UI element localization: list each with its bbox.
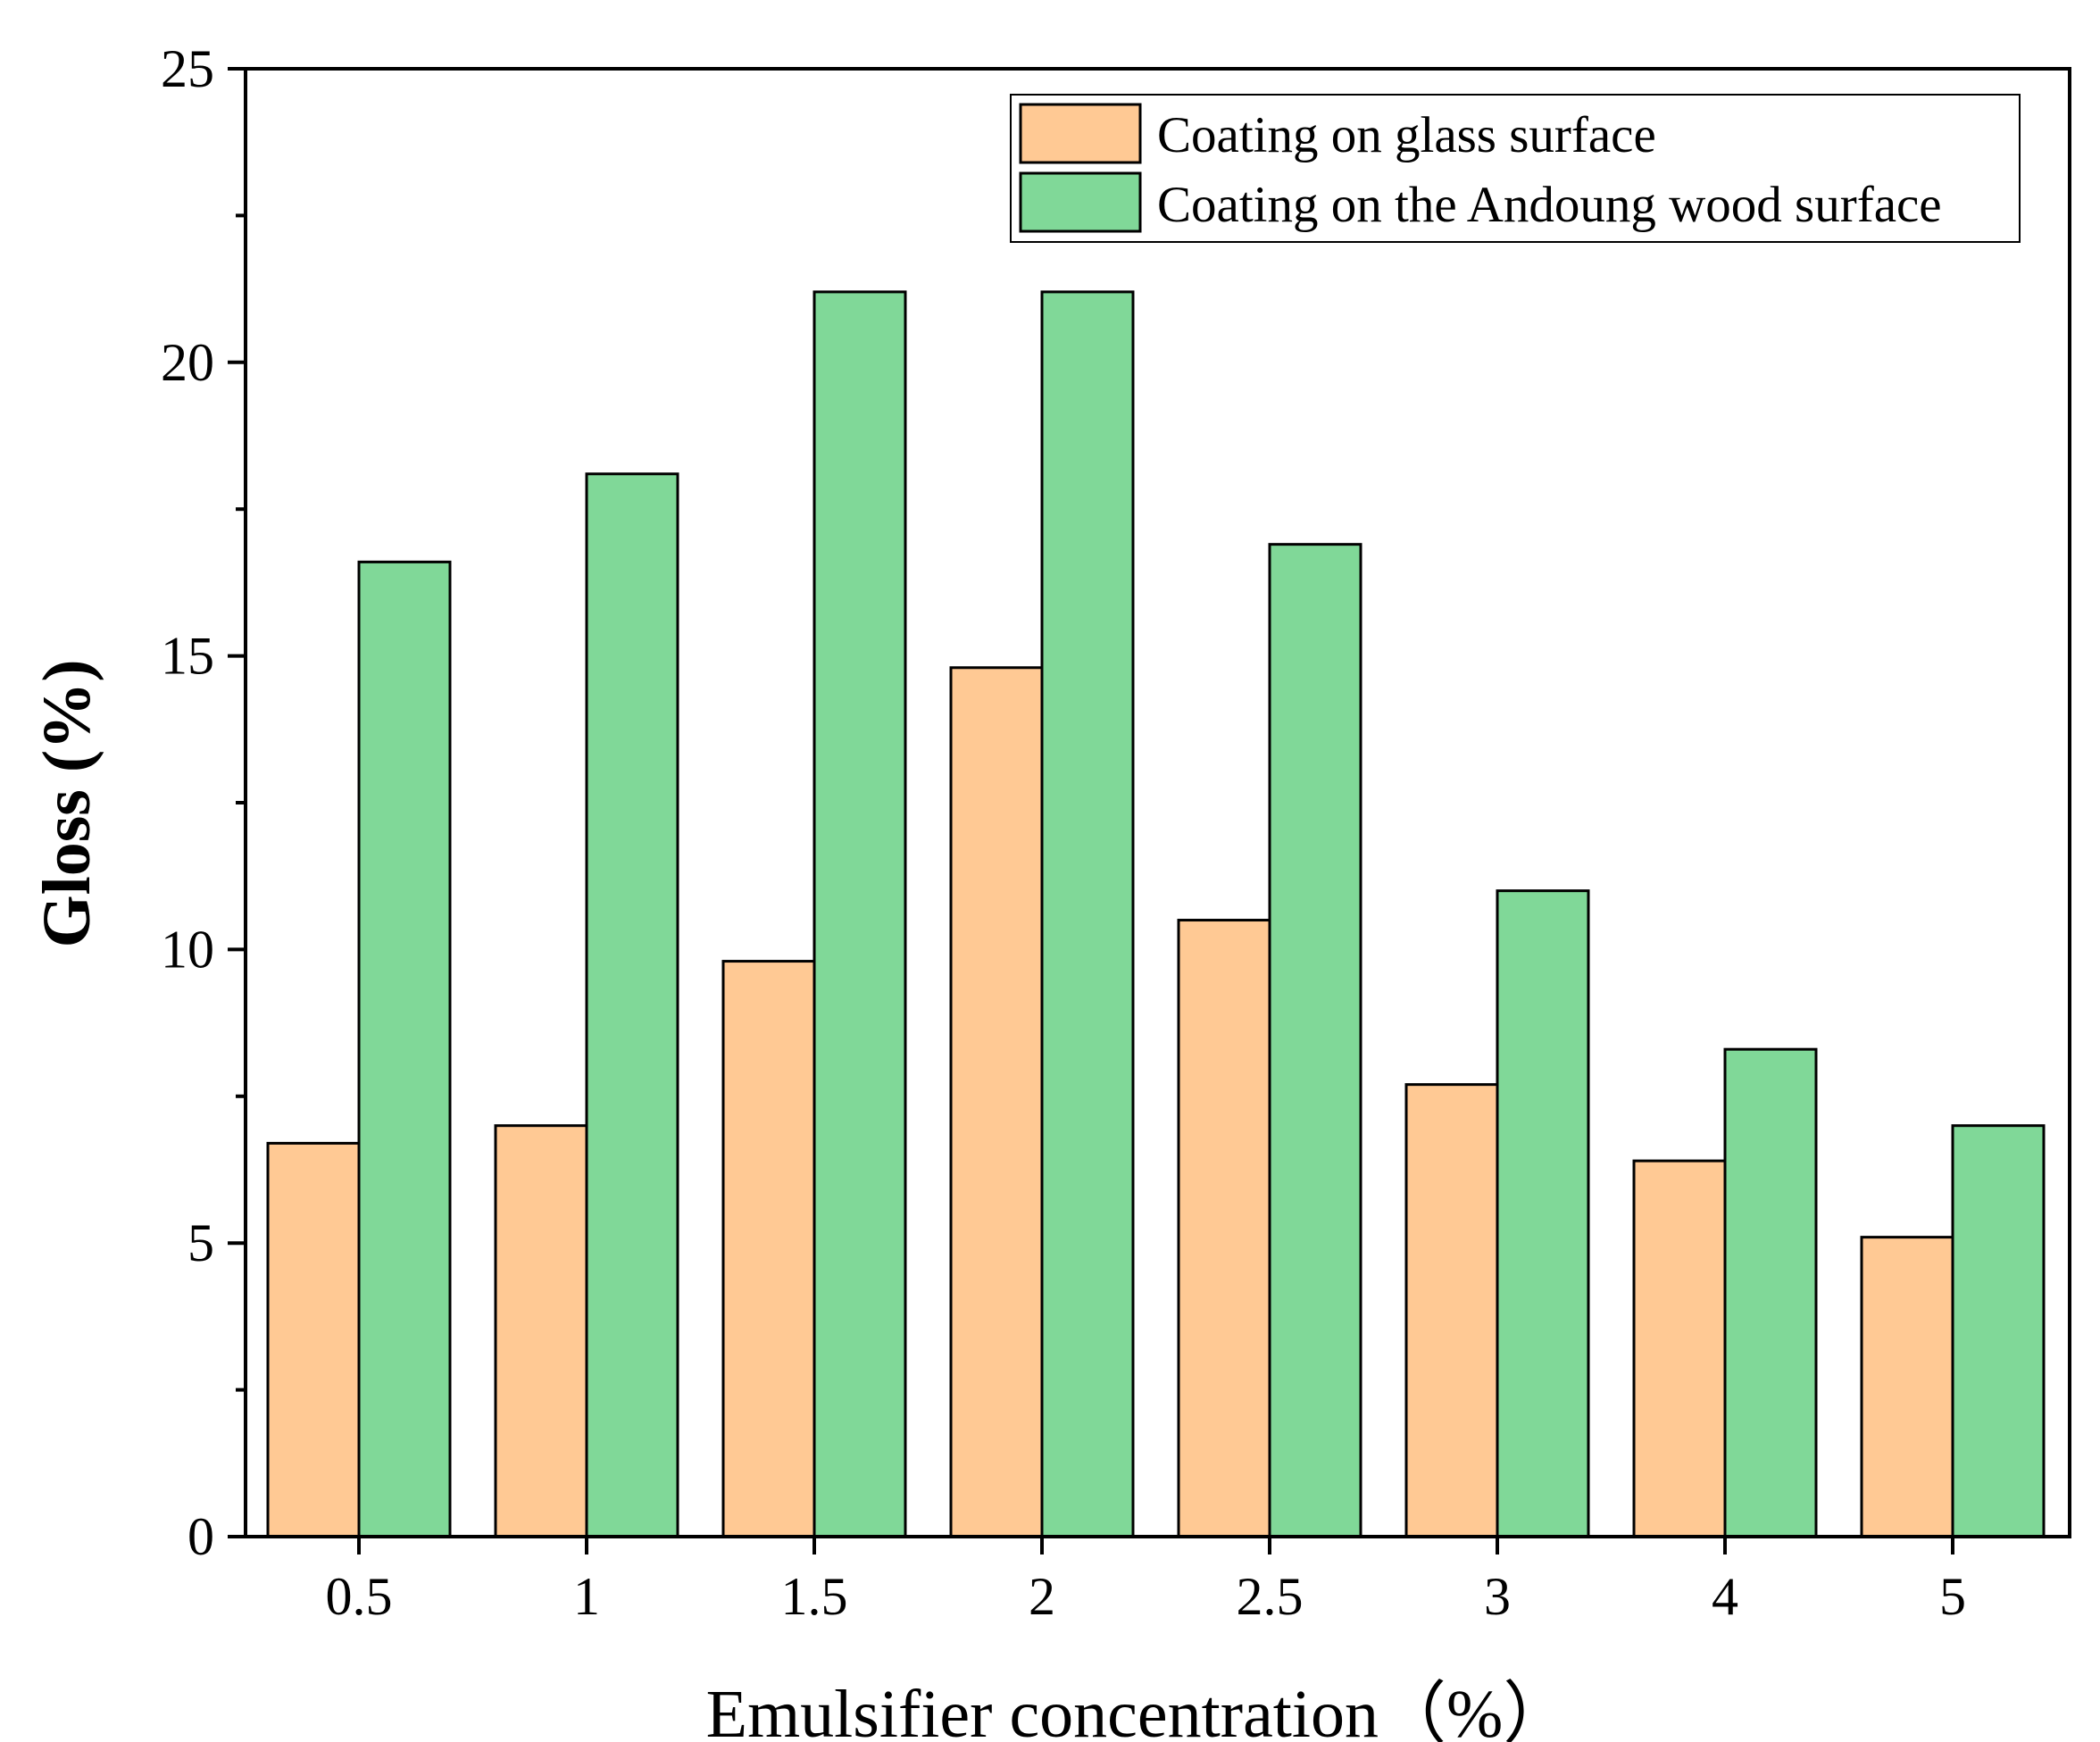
x-tick-label-4: 4 bbox=[1712, 1567, 1738, 1626]
x-tick-label-1.5: 1.5 bbox=[781, 1567, 848, 1626]
bar-glass-1 bbox=[494, 1124, 588, 1538]
y-tick-label-15: 15 bbox=[161, 627, 214, 686]
legend-label-wood: Coating on the Andoung wood surface bbox=[1157, 177, 1942, 233]
y-tick-label-20: 20 bbox=[161, 333, 214, 392]
legend-box bbox=[1010, 94, 2021, 243]
bar-wood-1.5 bbox=[812, 290, 907, 1538]
x-tick-label-5: 5 bbox=[1939, 1567, 1966, 1626]
y-tick-label-5: 5 bbox=[188, 1213, 214, 1272]
x-tick-label-2.5: 2.5 bbox=[1237, 1567, 1304, 1626]
axis-layer: 0 5 10 15 20 25 0.5 1 1.5 2 2.5 3 4 5 bbox=[161, 39, 1966, 1626]
bar-wood-5 bbox=[1951, 1124, 2046, 1538]
legend-swatch-wood bbox=[1019, 171, 1142, 233]
x-tick-label-0.5: 0.5 bbox=[326, 1567, 393, 1626]
bar-wood-4 bbox=[1723, 1047, 1818, 1538]
bar-glass-3 bbox=[1404, 1083, 1499, 1538]
x-tick-label-2: 2 bbox=[1029, 1567, 1055, 1626]
x-tick-label-1: 1 bbox=[573, 1567, 600, 1626]
y-tick-label-0: 0 bbox=[188, 1507, 214, 1566]
bar-glass-2.5 bbox=[1177, 919, 1271, 1538]
x-tick-label-3: 3 bbox=[1484, 1567, 1511, 1626]
bar-glass-0.5 bbox=[266, 1141, 361, 1538]
bar-glass-4 bbox=[1632, 1159, 1727, 1538]
x-axis-label: Emulsifier concentration（%） bbox=[706, 1677, 1571, 1742]
bar-glass-2 bbox=[949, 666, 1044, 1538]
bar-wood-3 bbox=[1496, 889, 1590, 1538]
bar-glass-5 bbox=[1860, 1236, 1954, 1538]
legend-label-glass: Coating on glass surface bbox=[1157, 107, 1656, 163]
bar-wood-1 bbox=[585, 472, 679, 1538]
y-axis-label: Gloss (%) bbox=[29, 660, 104, 948]
bars-layer bbox=[266, 290, 2046, 1538]
bar-wood-2 bbox=[1040, 290, 1135, 1538]
bar-glass-1.5 bbox=[721, 960, 816, 1538]
bar-wood-2.5 bbox=[1268, 543, 1362, 1538]
y-tick-label-10: 10 bbox=[161, 920, 214, 979]
legend: Coating on glass surface Coating on the … bbox=[1010, 94, 2021, 243]
y-tick-label-25: 25 bbox=[161, 39, 214, 98]
bar-wood-0.5 bbox=[357, 560, 452, 1538]
legend-swatch-glass bbox=[1019, 103, 1142, 164]
